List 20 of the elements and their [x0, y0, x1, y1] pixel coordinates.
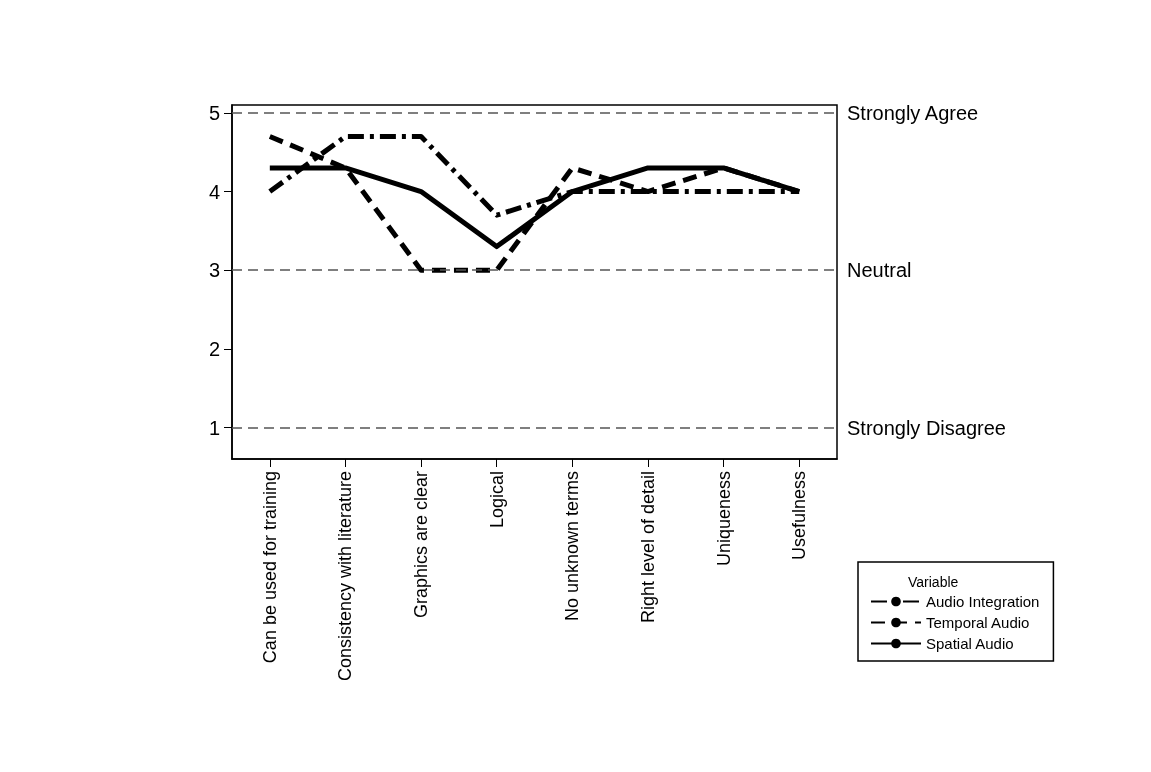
x-tick-label: No unknown terms: [562, 471, 583, 622]
y-tick-label: 5: [208, 101, 220, 124]
legend-title: Variable: [908, 574, 959, 590]
y-tick-label: 1: [208, 416, 220, 439]
y-tick-label: 3: [208, 259, 220, 282]
x-tick-label: Graphics are clear: [411, 471, 432, 619]
x-tick-label: Right level of detail: [637, 471, 658, 624]
x-tick-label: Consistency with literature: [335, 471, 356, 682]
ref-line-label: Neutral: [847, 259, 912, 282]
x-tick-label: Usefulness: [789, 471, 810, 561]
ref-line-label: Strongly Agree: [847, 101, 979, 124]
legend-label: Temporal Audio: [926, 614, 1030, 631]
x-tick-label: Logical: [486, 471, 507, 529]
y-tick-label: 2: [208, 337, 220, 360]
ref-line-label: Strongly Disagree: [847, 416, 1006, 439]
y-tick-label: 4: [208, 180, 220, 203]
legend-label: Spatial Audio: [926, 635, 1014, 652]
x-tick-label: Can be used for training: [259, 471, 280, 664]
x-tick-label: Uniqueness: [713, 471, 734, 567]
legend-label: Audio Integration: [926, 593, 1040, 610]
